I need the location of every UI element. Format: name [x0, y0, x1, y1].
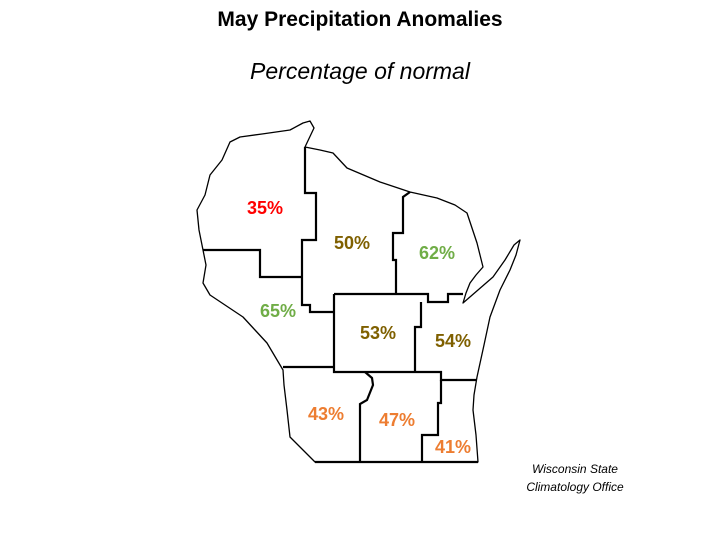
label-southeast: 41%: [435, 437, 471, 457]
label-northwest: 35%: [247, 198, 283, 218]
division-labels: 35% 50% 62% 65% 53% 54% 43% 47% 41%: [247, 198, 471, 457]
credit: Wisconsin State Climatology Office: [510, 460, 640, 496]
state-outline: [196, 120, 521, 463]
map-title: May Precipitation Anomalies: [217, 8, 503, 31]
label-southwest: 43%: [308, 404, 344, 424]
label-north-central: 50%: [334, 233, 370, 253]
label-west-central: 65%: [260, 301, 296, 321]
credit-line-2: Climatology Office: [526, 480, 624, 494]
map-subtitle: Percentage of normal: [250, 58, 470, 84]
label-northeast: 62%: [419, 243, 455, 263]
label-east-central: 54%: [435, 331, 471, 351]
label-central: 53%: [360, 323, 396, 343]
label-south-central: 47%: [379, 410, 415, 430]
credit-line-1: Wisconsin State: [532, 462, 618, 476]
division-boundaries: [203, 147, 478, 464]
